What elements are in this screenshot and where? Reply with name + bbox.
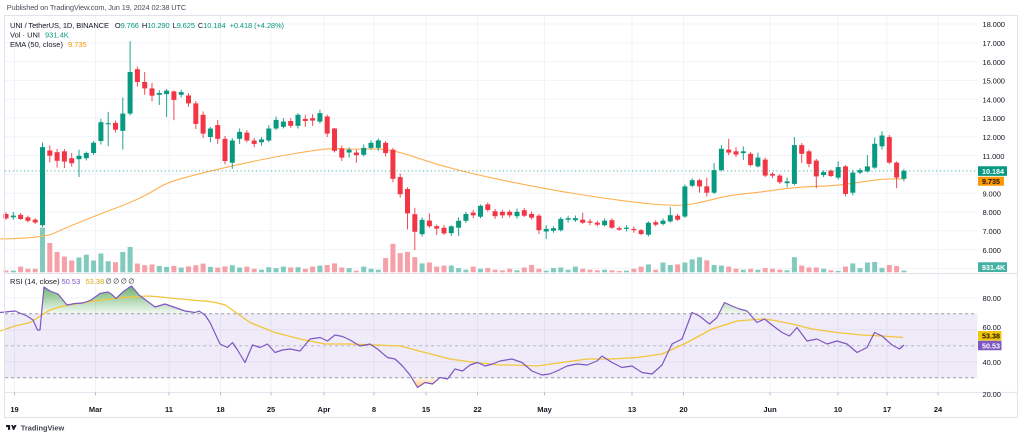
svg-text:∅: ∅ (128, 279, 134, 286)
svg-text:22: 22 (473, 405, 481, 414)
svg-text:24: 24 (934, 405, 943, 414)
svg-text:50.53: 50.53 (62, 277, 81, 286)
svg-text:TradingView: TradingView (21, 423, 65, 432)
svg-text:8: 8 (372, 405, 376, 414)
svg-text:15.000: 15.000 (983, 77, 1005, 86)
svg-text:Apr: Apr (318, 405, 331, 414)
svg-text:EMA (50, close)9.735: EMA (50, close) 9.735 (10, 40, 87, 49)
svg-text:13: 13 (628, 405, 636, 414)
svg-text:9.735: 9.735 (982, 177, 1000, 186)
svg-text:∅: ∅ (106, 279, 112, 286)
svg-text:17: 17 (883, 405, 891, 414)
svg-text:19: 19 (10, 405, 18, 414)
svg-text:13.000: 13.000 (983, 114, 1005, 123)
svg-text:8.000: 8.000 (983, 208, 1001, 217)
svg-text:Published on TradingView.com,: Published on TradingView.com, Jun 19, 20… (7, 3, 187, 12)
svg-text:20: 20 (679, 405, 687, 414)
svg-text:11.000: 11.000 (983, 152, 1005, 161)
svg-text:10.184: 10.184 (982, 167, 1004, 176)
svg-text:53.38: 53.38 (86, 277, 105, 286)
svg-text:Jun: Jun (763, 405, 777, 414)
svg-text:53.38: 53.38 (982, 332, 1000, 341)
svg-text:∅: ∅ (121, 279, 127, 286)
svg-text:17.000: 17.000 (983, 39, 1005, 48)
svg-text:40.00: 40.00 (983, 358, 1001, 367)
svg-text:15: 15 (422, 405, 430, 414)
svg-text:16.000: 16.000 (983, 58, 1005, 67)
svg-text:12.000: 12.000 (983, 133, 1005, 142)
svg-text:9.000: 9.000 (983, 189, 1001, 198)
svg-text:6.000: 6.000 (983, 246, 1001, 255)
svg-text:50.53: 50.53 (982, 341, 1000, 350)
svg-text:May: May (537, 405, 552, 414)
svg-text:10: 10 (834, 405, 842, 414)
svg-text:11: 11 (165, 405, 173, 414)
svg-text:Mar: Mar (89, 405, 102, 414)
svg-text:14.000: 14.000 (983, 95, 1005, 104)
svg-text:80.00: 80.00 (983, 294, 1001, 303)
svg-text:20.00: 20.00 (983, 390, 1001, 399)
svg-text:∅: ∅ (113, 279, 119, 286)
svg-text:931.4K: 931.4K (982, 263, 1006, 272)
svg-text:25: 25 (267, 405, 275, 414)
svg-text:60.00: 60.00 (983, 323, 1001, 332)
svg-text:18.000: 18.000 (983, 20, 1005, 29)
svg-text:RSI (14, close): RSI (14, close) (10, 277, 60, 286)
svg-text:18: 18 (216, 405, 224, 414)
svg-text:7.000: 7.000 (983, 227, 1001, 236)
